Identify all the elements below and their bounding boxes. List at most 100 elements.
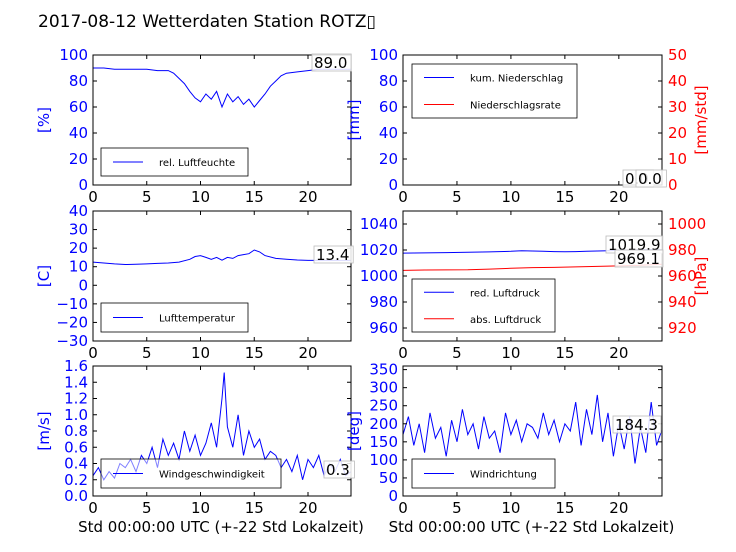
value-annotation: 969.1 xyxy=(617,250,660,268)
value-annotation-box xyxy=(612,415,662,434)
x-tick-label: 5 xyxy=(142,188,152,206)
x-tick-label: 0 xyxy=(398,344,408,362)
y-axis-label: [deg] xyxy=(345,411,363,451)
y-tick-label: 20 xyxy=(69,150,88,168)
y2-axis-label: [hPa] xyxy=(692,257,710,296)
x-tick-label: 10 xyxy=(191,188,210,206)
x-tick-label: 20 xyxy=(298,499,317,517)
legend-label: kum. Niederschlag xyxy=(470,74,563,85)
y-tick-label: 1000 xyxy=(360,267,398,285)
y2-axis-label: [mm/std] xyxy=(692,85,710,154)
legend-label: abs. Luftdruck xyxy=(470,315,541,326)
legend-label: Windgeschwindigkeit xyxy=(159,470,265,481)
y2-tick-label: 980 xyxy=(668,241,697,259)
x-tick-label: 0 xyxy=(398,499,408,517)
x-tick-label: 20 xyxy=(298,188,317,206)
y-axis-label: [C] xyxy=(35,265,53,287)
x-tick-label: 10 xyxy=(501,499,520,517)
y-tick-label: 1.0 xyxy=(64,406,88,424)
y-tick-label: 980 xyxy=(369,293,398,311)
plot-frame xyxy=(92,54,352,186)
x-tick-label: 10 xyxy=(501,188,520,206)
y-tick-label: 0.4 xyxy=(64,455,88,473)
y-tick-label: 80 xyxy=(379,72,398,90)
x-tick-label: 20 xyxy=(609,344,628,362)
x-tick-label: 15 xyxy=(245,499,264,517)
value-annotation: 89.0 xyxy=(314,54,347,72)
chart-humidity: 0 5 10 15 20 0 20 40 60 80 100 [%] rel. Luftfeuchte 8… xyxy=(35,46,352,206)
x-tick-label: 20 xyxy=(298,344,317,362)
y-tick-label: 20 xyxy=(379,150,398,168)
y2-tick-label: 960 xyxy=(668,267,697,285)
series-line-temperature-0 xyxy=(93,249,351,266)
x-tick-label: 0 xyxy=(88,188,98,206)
y-tick-label: 1020 xyxy=(360,241,398,259)
x-axis-label: Std 00:00:00 UTC (+-22 Std Lokalzeit) xyxy=(389,518,675,536)
y-axis-label: [m/s] xyxy=(35,411,53,450)
y2-tick-label: 20 xyxy=(668,124,687,142)
y-tick-label: 30 xyxy=(69,221,88,239)
y-tick-label: 40 xyxy=(69,124,88,142)
y-tick-label: 1.2 xyxy=(64,390,88,408)
legend-label: red. Luftdruck xyxy=(470,288,540,299)
y-tick-label: 300 xyxy=(369,379,398,397)
y-tick-label: 1.4 xyxy=(64,373,88,391)
x-tick-label: 20 xyxy=(609,499,628,517)
x-tick-label: 5 xyxy=(452,499,462,517)
chart-precip: 0 5 10 15 20 0 20 40 60 80 100 0 10 20 30 40 50 [mm] [mm/s… xyxy=(345,46,710,206)
y-tick-label: 20 xyxy=(69,239,88,257)
y-tick-label: 80 xyxy=(69,72,88,90)
value-annotation: 0.3 xyxy=(326,461,350,479)
y-tick-label: 10 xyxy=(69,258,88,276)
x-tick-label: 0 xyxy=(88,344,98,362)
series-line-humidity-0 xyxy=(93,67,351,109)
plot-frame xyxy=(92,210,352,342)
y-tick-label: 0 xyxy=(388,487,398,505)
figure-title: 2017-08-12 Wetterdaten Station ROTZ▯ xyxy=(38,12,376,32)
y-tick-label: −30 xyxy=(56,332,88,350)
y-tick-label: −20 xyxy=(56,313,88,331)
y-tick-label: 60 xyxy=(379,98,398,116)
legend-label: rel. Luftfeuchte xyxy=(159,158,235,169)
y2-tick-label: 40 xyxy=(668,72,687,90)
chart-wind-speed: 0 5 10 15 20 0.00.20.40.60.81.01.21.41.6 [m/s]… xyxy=(35,357,364,536)
y-tick-label: 0.8 xyxy=(64,422,88,440)
y-tick-label: 60 xyxy=(69,98,88,116)
y-tick-label: 40 xyxy=(379,124,398,142)
y-tick-label: 100 xyxy=(59,46,88,64)
legend-label: Lufttemperatur xyxy=(159,314,236,325)
chart-temperature: 0 5 10 15 20−30−20−10010203040[C]Lufttempera… xyxy=(35,202,354,362)
y-axis-label: [%] xyxy=(35,107,53,133)
x-tick-label: 10 xyxy=(501,344,520,362)
y-tick-label: −10 xyxy=(56,295,88,313)
x-tick-label: 5 xyxy=(142,499,152,517)
x-tick-label: 15 xyxy=(555,499,574,517)
x-tick-label: 20 xyxy=(609,188,628,206)
y-tick-label: 0.2 xyxy=(64,471,88,489)
y-tick-label: 200 xyxy=(369,415,398,433)
y-tick-label: 100 xyxy=(369,451,398,469)
value-annotation-box xyxy=(313,245,354,264)
y-tick-label: 960 xyxy=(369,319,398,337)
value-annotation: 1019.9 xyxy=(608,236,661,254)
chart-pressure: 0 5 10 15 20 960 980 1000 1020 1040 920 940 960 980 10… xyxy=(360,210,710,362)
value-annotation-box xyxy=(614,249,664,268)
y-tick-label: 150 xyxy=(369,433,398,451)
y-tick-label: 0 xyxy=(78,276,88,294)
x-tick-label: 0 xyxy=(88,499,98,517)
y-tick-label: 1.6 xyxy=(64,357,88,375)
y-tick-label: 1040 xyxy=(360,215,398,233)
value-annotation: 0.0 xyxy=(638,170,662,188)
y-tick-label: 350 xyxy=(369,361,398,379)
y-tick-label: 0 xyxy=(388,176,398,194)
x-tick-label: 5 xyxy=(142,344,152,362)
y-tick-label: 50 xyxy=(379,469,398,487)
value-annotation: 13.4 xyxy=(316,246,349,264)
y2-tick-label: 920 xyxy=(668,319,697,337)
y-tick-label: 0.0 xyxy=(64,487,88,505)
y2-tick-label: 30 xyxy=(668,98,687,116)
x-tick-label: 5 xyxy=(452,188,462,206)
